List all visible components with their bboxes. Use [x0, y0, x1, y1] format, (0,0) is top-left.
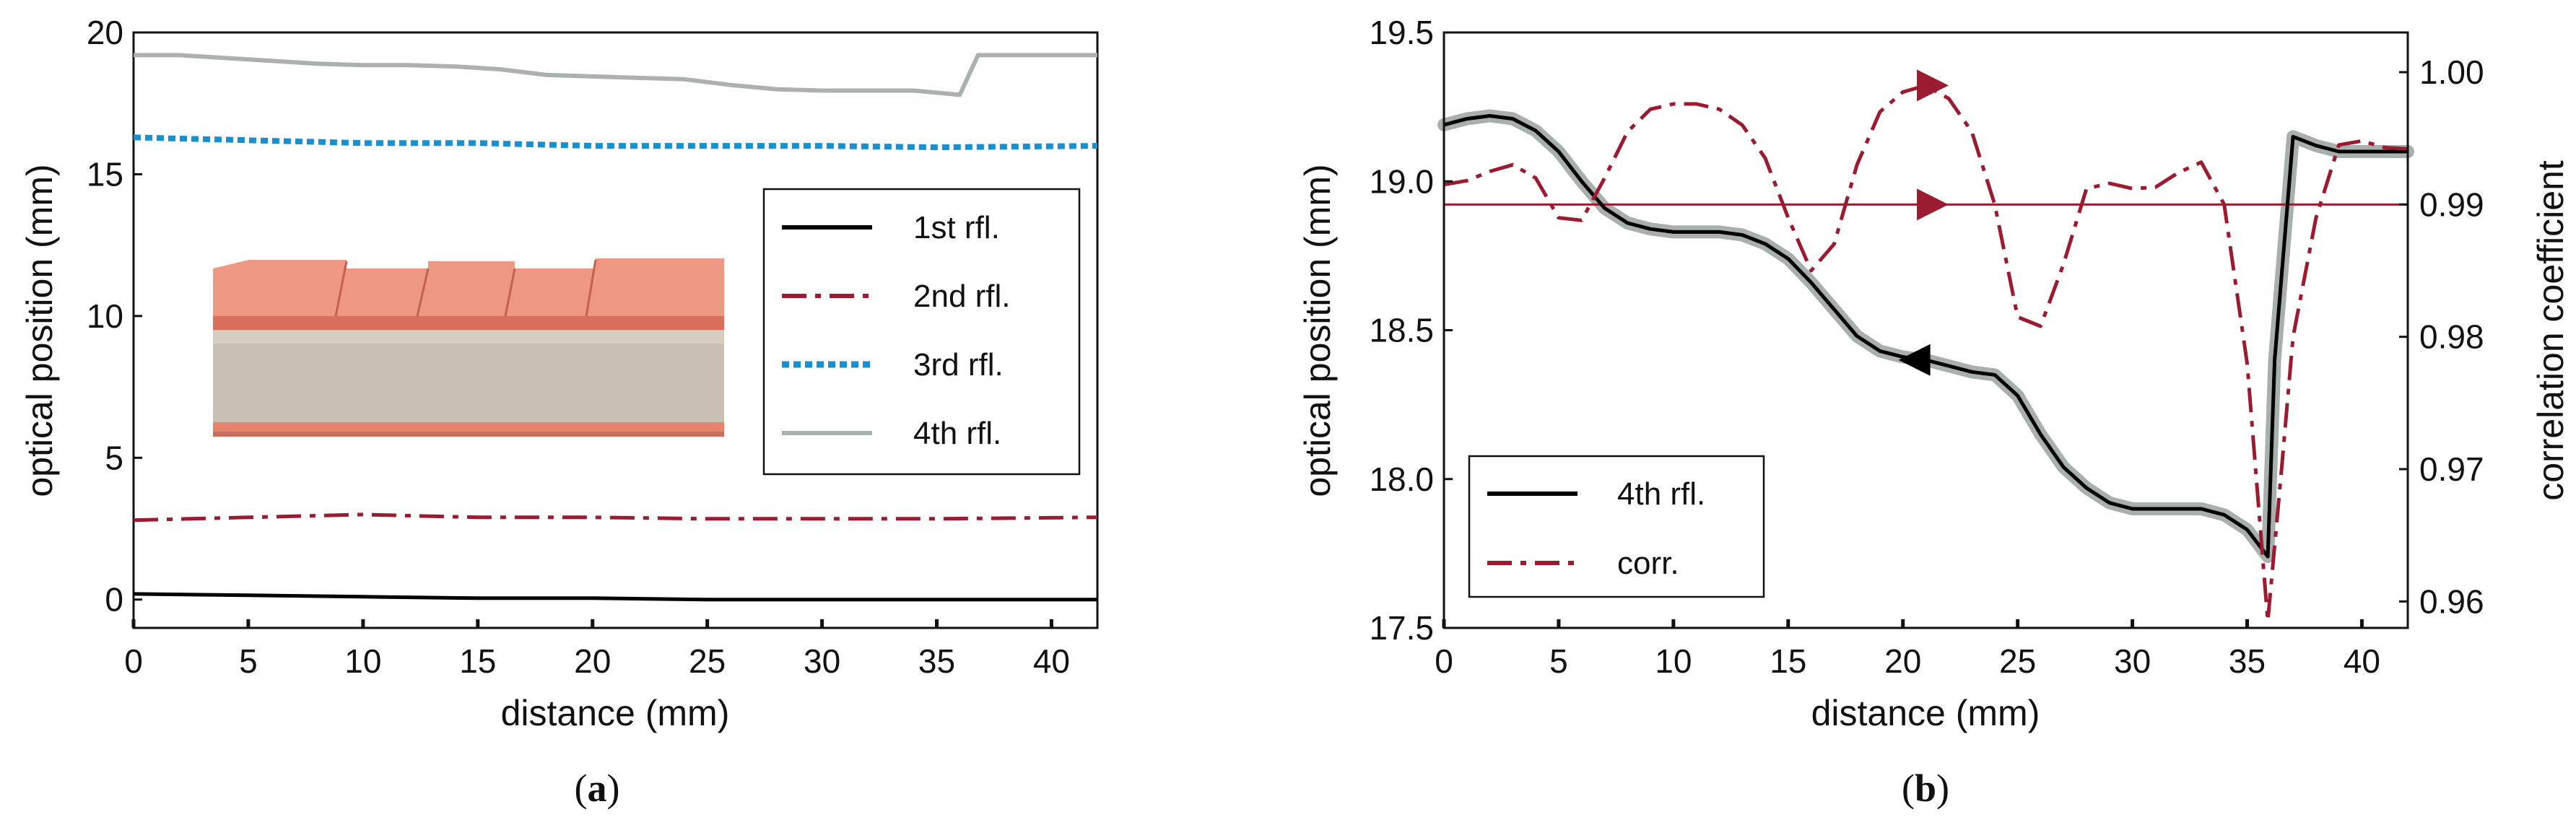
series-line-2: [133, 512, 1098, 523]
legend-item-a-4: 4th rfl.: [782, 416, 1001, 451]
legend-item-a-1: 1st rfl.: [782, 210, 1000, 245]
y2-tick-label: 1.00: [2419, 53, 2484, 91]
series-line-4: [134, 53, 1097, 97]
series-line-2: [1443, 83, 2409, 624]
y2-tick-label: 0.98: [2419, 318, 2484, 356]
x-tick-labels-a: 0 5 10 15 20 25 30 35 40: [124, 642, 1070, 680]
y-axis-label-b: optical position (mm): [1297, 164, 1338, 497]
x-tick-label: 30: [804, 642, 840, 680]
x-axis-label-a: distance (mm): [501, 693, 730, 733]
legend-item-a-3: 3rd rfl.: [782, 347, 1004, 383]
x-tick-label: 15: [1770, 642, 1806, 680]
y-tick-label: 17.5: [1369, 609, 1434, 647]
x-tick-label: 0: [124, 642, 143, 680]
y-axis-label-a: optical position (mm): [19, 164, 60, 497]
arrow-markers-b: [1898, 69, 1949, 376]
legend-item-a-2: 2nd rfl.: [782, 279, 1011, 314]
y2-tick-label: 0.99: [2419, 185, 2484, 223]
x-tick-label: 30: [2114, 642, 2151, 680]
y2-tick-label: 0.96: [2419, 582, 2484, 620]
x-tick-label: 35: [918, 642, 955, 680]
legend-label-b-1: 4th rfl.: [1617, 476, 1705, 512]
x-tick-label: 25: [689, 642, 726, 680]
legend-label-a-3: 3rd rfl.: [913, 347, 1004, 383]
x-tick-label: 25: [1999, 642, 2036, 680]
tick-marks-a: [131, 31, 1053, 628]
y-tick-label: 19.5: [1369, 14, 1434, 51]
y-tick-labels-b: 17.5 18.0 18.5 19.0 19.5: [1369, 14, 1434, 647]
arrow-marker-1: [1917, 69, 1949, 102]
x-tick-label: 5: [239, 642, 258, 680]
x-axis-label-b: distance (mm): [1811, 693, 2040, 733]
y-tick-labels-a: 0 5 10 15 20: [87, 14, 123, 619]
tick-marks-b: [1442, 31, 2408, 629]
panel-b: 0 5 10 15 20 25 30 35 40 17.5 18.0 18.5 19.0 19.5 0.…: [1297, 14, 2571, 810]
legend-box-b: [1468, 455, 1765, 598]
y-tick-label: 10: [87, 297, 123, 335]
x-tick-label: 10: [344, 642, 381, 680]
legend-item-b-1: 4th rfl.: [1487, 476, 1705, 512]
x-tick-label: 20: [1884, 642, 1921, 680]
x-tick-label: 40: [2344, 642, 2380, 680]
series-line-1: [133, 592, 1097, 602]
series-line-1: [1443, 114, 2408, 559]
caption-a: (a): [575, 766, 620, 810]
y-tick-label: 5: [105, 439, 123, 476]
legend-label-b-2: corr.: [1617, 546, 1679, 581]
legend-item-b-2: corr.: [1487, 546, 1679, 581]
x-tick-label: 5: [1549, 642, 1568, 680]
series-line-3: [133, 134, 1098, 151]
x-tick-labels-b: 0 5 10 15 20 25 30 35 40: [1435, 642, 2380, 680]
legend-label-a-2: 2nd rfl.: [913, 279, 1011, 314]
legend-b: 4th rfl. corr.: [1468, 455, 1765, 598]
inset-sample-photo: [213, 258, 724, 437]
y-tick-label: 0: [105, 581, 123, 619]
y-tick-label: 18.0: [1369, 460, 1434, 498]
series-lines-b: [1443, 83, 2409, 624]
x-tick-label: 35: [2229, 642, 2266, 680]
arrow-marker-3: [1898, 344, 1931, 376]
y2-axis-label-b: correlation coefficient: [2531, 160, 2571, 501]
y2-tick-label: 0.97: [2419, 450, 2484, 488]
y-tick-label: 15: [87, 155, 123, 193]
x-tick-label: 20: [574, 642, 611, 680]
y-tick-label: 20: [87, 14, 123, 51]
series-lines-a: [133, 53, 1098, 602]
legend-a: 1st rfl. 2nd rfl. 3rd rfl. 4th rfl.: [762, 188, 1081, 476]
x-tick-label: 15: [459, 642, 496, 680]
plot-frame-a: [132, 31, 1099, 629]
y-tick-label: 18.5: [1369, 312, 1434, 349]
legend-label-a-4: 4th rfl.: [913, 416, 1001, 451]
x-tick-label: 0: [1435, 642, 1453, 680]
x-tick-label: 40: [1033, 642, 1070, 680]
legend-label-a-1: 1st rfl.: [913, 210, 1000, 245]
arrow-marker-2: [1917, 188, 1949, 221]
y-tick-label: 19.0: [1369, 162, 1434, 200]
y2-tick-labels-b: 0.96 0.97 0.98 0.99 1.00: [2419, 53, 2484, 620]
legend-box-a: [762, 188, 1081, 476]
caption-b: (b): [1902, 766, 1949, 810]
panel-a: 0 5 10 15 20 25 30 35 40 0 5 10 15 20 1st rfl.: [19, 14, 1099, 810]
x-tick-label: 10: [1655, 642, 1692, 680]
